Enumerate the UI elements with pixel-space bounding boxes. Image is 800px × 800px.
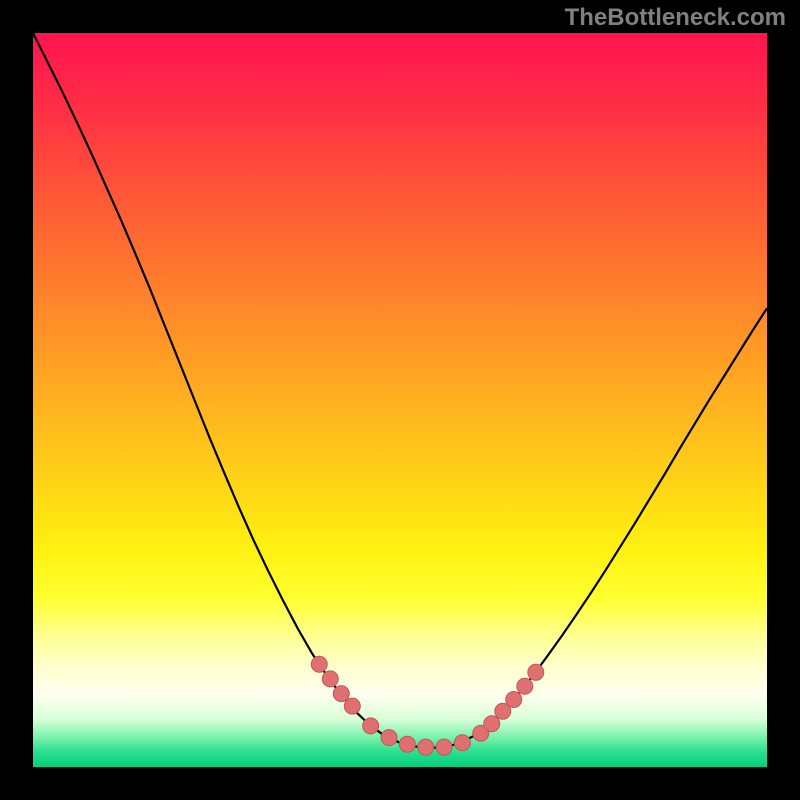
marker-point [322,671,338,687]
marker-point [418,739,434,755]
marker-point [381,730,397,746]
marker-point [363,718,379,734]
marker-point [506,691,522,707]
marker-point [399,736,415,752]
gradient-background [33,33,767,767]
marker-point [436,739,452,755]
plot-area [33,33,767,767]
marker-point [517,678,533,694]
marker-point [344,698,360,714]
marker-point [528,664,544,680]
watermark-text: TheBottleneck.com [565,4,786,32]
chart-svg [33,33,767,767]
marker-point [454,735,470,751]
marker-point [311,656,327,672]
marker-point [484,716,500,732]
marker-point [333,686,349,702]
